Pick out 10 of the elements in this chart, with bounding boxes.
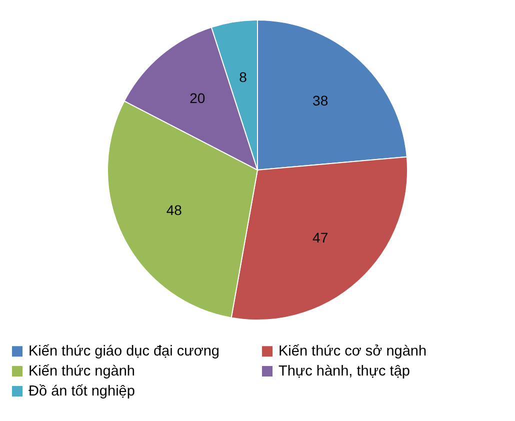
legend-label: Kiến thức cơ sở ngành <box>278 343 427 360</box>
data-label: 20 <box>190 90 206 106</box>
legend-label: Kiến thức ngành <box>28 363 135 380</box>
data-label: 38 <box>312 92 328 108</box>
legend-label: Đồ án tốt nghiệp <box>28 383 135 400</box>
data-label: 48 <box>166 202 182 218</box>
data-label: 8 <box>239 69 248 86</box>
legend-label: Thực hành, thực tập <box>278 363 410 380</box>
data-label: 47 <box>312 230 328 246</box>
legend-label: Kiến thức giáo dục đại cương <box>28 343 220 360</box>
